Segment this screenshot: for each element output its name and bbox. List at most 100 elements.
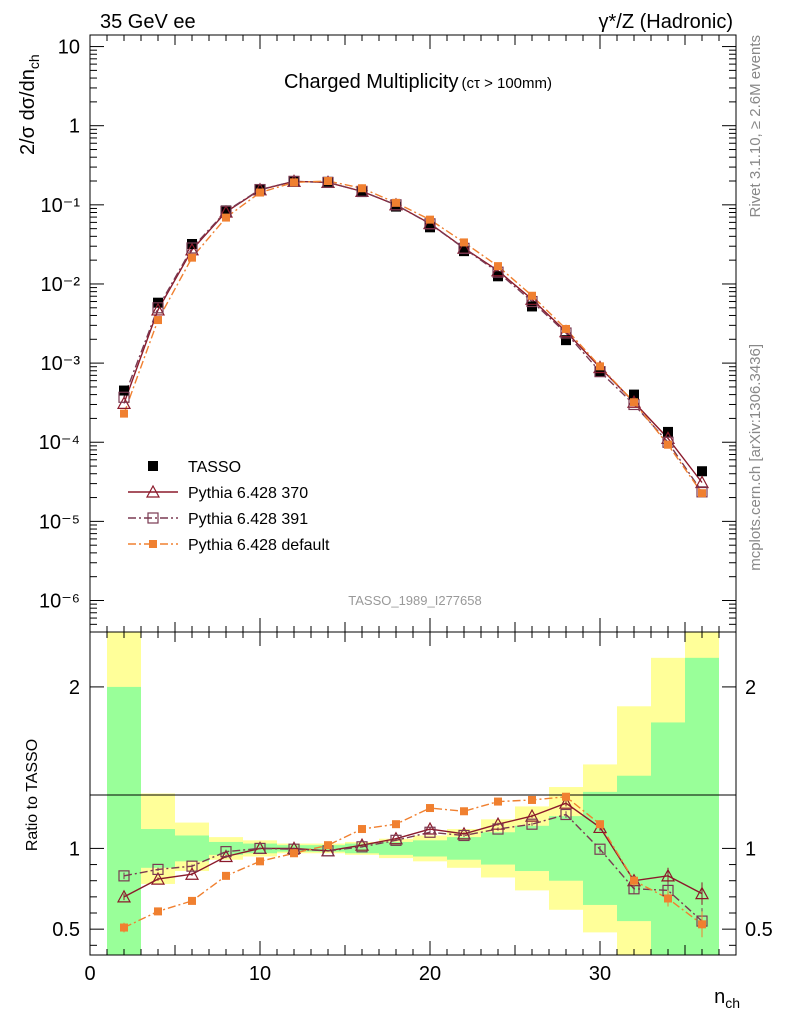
main-y-tick-label: 10⁻⁶ (39, 591, 80, 613)
ratio-point-s1-4 (254, 842, 266, 855)
ratio-point-s0-0 (116, 889, 132, 903)
main-point-s3-8 (392, 198, 400, 207)
ratio-point-s0-12 (524, 808, 540, 822)
ratio-point-s1-3 (220, 846, 232, 858)
main-point-s3-4 (256, 188, 264, 197)
ratio-point-s1-10 (458, 829, 470, 842)
main-point-s1-1 (150, 302, 166, 316)
main-point-s0-13 (561, 335, 571, 346)
main-point-s3-13 (562, 324, 570, 333)
ratio-axis-ticks: 0.5 0.51 12 20 10 20 30 (52, 632, 773, 985)
ratio-point-s0-17 (694, 886, 710, 900)
ratio-inner-band-bin (481, 832, 515, 865)
main-point-s3-11 (494, 262, 502, 271)
ratio-point-s2-6 (324, 841, 332, 850)
ratio-point-s2-10 (460, 807, 468, 816)
main-y-tick-label: 10⁻⁴ (39, 432, 80, 454)
legend-label-1: Pythia 6.428 370 (188, 485, 308, 502)
ratio-point-s0-7 (354, 837, 370, 851)
main-point-s1-11 (490, 263, 506, 277)
ratio-point-s2-15 (630, 876, 638, 885)
ratio-point-s0-1 (150, 871, 166, 885)
ratio-plot-frame (89, 631, 737, 956)
ratio-inner-band-bin (685, 657, 719, 955)
main-point-s3-0 (120, 409, 128, 418)
ratio-y-axis-label: Ratio to TASSO (24, 739, 41, 851)
ratio-point-s0-8 (388, 831, 404, 845)
main-series-lines (123, 180, 703, 494)
ratio-inner-band-bin (651, 722, 685, 955)
ratio-inner-band-bin (209, 841, 243, 855)
main-point-s0-15 (629, 389, 639, 400)
ratio-point-s2-0 (120, 923, 128, 932)
header-left: 35 GeV ee (100, 11, 196, 33)
ratio-point-s2-12 (528, 795, 536, 804)
ratio-inner-band-bin (413, 840, 447, 857)
legend-label-0: TASSO (188, 459, 241, 476)
main-y-tick-label: 10 (58, 37, 80, 59)
chart-title: Charged Multiplicity (cτ > 100mm) (284, 71, 552, 93)
legend: TASSO Pythia 6.428 370 Pythia 6.428 391 Pyt… (128, 459, 330, 554)
ratio-inner-band-bin (107, 686, 141, 955)
main-point-s3-1 (154, 316, 162, 325)
mcplots-label: mcplots.cern.ch [arXiv:1306.3436] (747, 344, 764, 571)
main-point-s3-15 (630, 398, 638, 407)
main-point-s0-17 (697, 466, 707, 477)
ratio-point-s2-2 (188, 896, 196, 905)
legend-marker-3 (149, 540, 157, 548)
main-series-line-1 (123, 180, 703, 483)
main-point-s3-9 (426, 215, 434, 224)
ratio-point-s2-16 (664, 894, 672, 903)
ratio-point-s1-9 (424, 826, 436, 838)
ratio-point-s1-14 (594, 843, 606, 855)
ratio-y-tick-label-right: 1 (745, 838, 756, 860)
ratio-series-markers (116, 792, 710, 938)
ratio-y-tick-label: 1 (69, 838, 80, 860)
main-plot-frame (89, 34, 737, 633)
watermark-label: TASSO_1989_I277658 (348, 593, 481, 608)
legend-marker-0 (148, 461, 158, 471)
main-point-s3-2 (188, 253, 196, 262)
main-point-s0-9 (425, 222, 435, 233)
ratio-point-s0-3 (218, 849, 234, 863)
x-axis-label: nch (714, 986, 740, 1011)
main-point-s0-0 (119, 385, 129, 396)
ratio-point-s1-0 (118, 870, 130, 882)
ratio-point-s1-11 (492, 823, 504, 835)
ratio-point-s1-1 (152, 863, 164, 876)
main-point-s3-5 (290, 178, 298, 187)
x-tick-label: 10 (249, 963, 271, 985)
ratio-point-s1-7 (356, 841, 368, 853)
main-point-s3-14 (596, 362, 604, 371)
ratio-y-tick-label-right: 2 (745, 677, 756, 699)
main-panel: 10⁻⁶ 10⁻⁵ 10⁻⁴ 10⁻³ 10⁻² 10⁻¹ 1 10 Charged Mult… (39, 34, 737, 633)
ratio-point-s2-17 (698, 920, 706, 929)
x-tick-label: 30 (589, 963, 611, 985)
ratio-inner-band-bin (379, 841, 413, 855)
x-tick-label: 20 (419, 963, 441, 985)
ratio-panel: 0.5 0.51 12 20 10 20 30 (52, 631, 773, 985)
ratio-point-s0-13 (558, 795, 574, 809)
ratio-point-s0-10 (456, 826, 472, 840)
chart-title-main: Charged Multiplicity (284, 71, 459, 93)
ratio-point-s1-8 (390, 834, 402, 846)
ratio-inner-band-bin (141, 829, 175, 868)
x-label-subscript: ch (725, 995, 740, 1011)
ratio-point-s2-3 (222, 871, 230, 880)
main-point-s0-10 (459, 246, 469, 257)
ratio-inner-band-bin (617, 775, 651, 922)
ratio-y-tick-label-right: 0.5 (745, 919, 773, 941)
ratio-point-s0-16 (660, 868, 676, 882)
main-point-s0-3 (221, 205, 231, 216)
ratio-point-s1-12 (526, 818, 538, 830)
ratio-point-s0-9 (422, 821, 438, 835)
main-point-s2-1 (152, 302, 164, 314)
ratio-inner-band-bin (447, 837, 481, 860)
ratio-series-line-2 (123, 796, 703, 929)
ratio-uncertainty-bands (107, 632, 719, 955)
ratio-point-s2-7 (358, 825, 366, 834)
main-series-line-2 (123, 180, 703, 493)
ratio-inner-band-bin (175, 835, 209, 862)
legend-label-3: Pythia 6.428 default (188, 537, 330, 554)
